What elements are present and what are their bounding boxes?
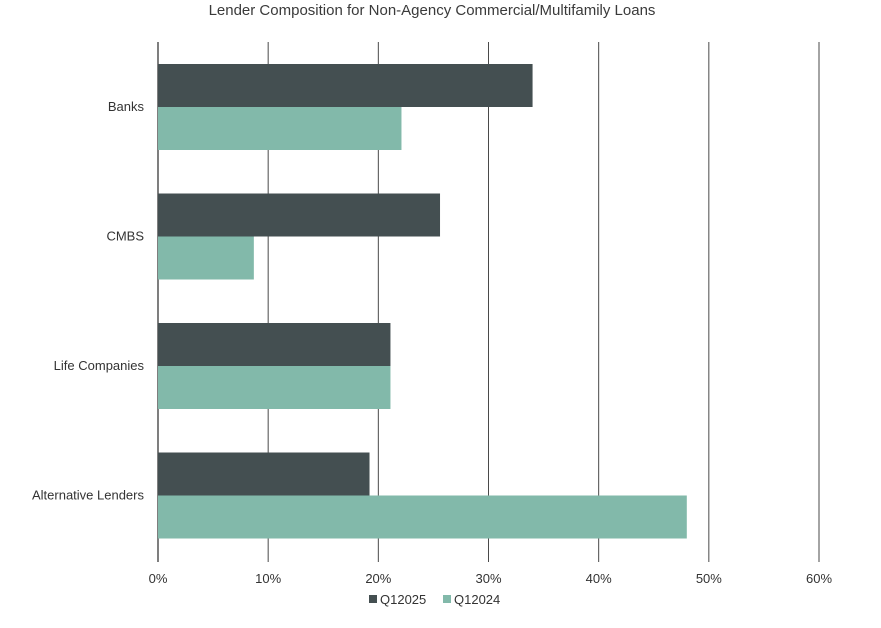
bar-q12024-life-companies bbox=[158, 366, 391, 409]
legend-label: Q12024 bbox=[454, 592, 500, 607]
bar-q12025-banks bbox=[158, 64, 533, 107]
category-labels: Banks CMBS Life Companies Alternative Lende… bbox=[32, 99, 145, 503]
x-tick-label: 20% bbox=[365, 571, 391, 586]
category-label: CMBS bbox=[106, 229, 144, 244]
x-tick-labels: 0% 10% 20% 30% 40% 50% 60% bbox=[149, 571, 833, 586]
category-label: Banks bbox=[108, 99, 145, 114]
legend-swatch bbox=[443, 595, 451, 603]
bar-q12025-cmbs bbox=[158, 193, 441, 237]
bar-q12025-life-companies bbox=[158, 323, 391, 366]
bar-q12024-banks bbox=[158, 107, 402, 150]
category-label: Alternative Lenders bbox=[32, 488, 145, 503]
chart-title: Lender Composition for Non-Agency Commer… bbox=[209, 2, 656, 19]
x-tick-label: 50% bbox=[696, 571, 722, 586]
x-tick-label: 40% bbox=[586, 571, 612, 586]
bar-q12025-alternative-lenders bbox=[158, 452, 370, 496]
x-tick-label: 30% bbox=[475, 571, 501, 586]
legend-swatch bbox=[369, 595, 377, 603]
x-tick-label: 10% bbox=[255, 571, 281, 586]
bar-q12024-alternative-lenders bbox=[158, 495, 687, 539]
legend-label: Q12025 bbox=[380, 592, 426, 607]
bars bbox=[158, 64, 687, 539]
legend: Q12025 Q12024 bbox=[369, 592, 500, 607]
category-label: Life Companies bbox=[54, 358, 145, 373]
x-tick-label: 0% bbox=[149, 571, 168, 586]
x-tick-label: 60% bbox=[806, 571, 832, 586]
bar-q12024-cmbs bbox=[158, 236, 254, 280]
